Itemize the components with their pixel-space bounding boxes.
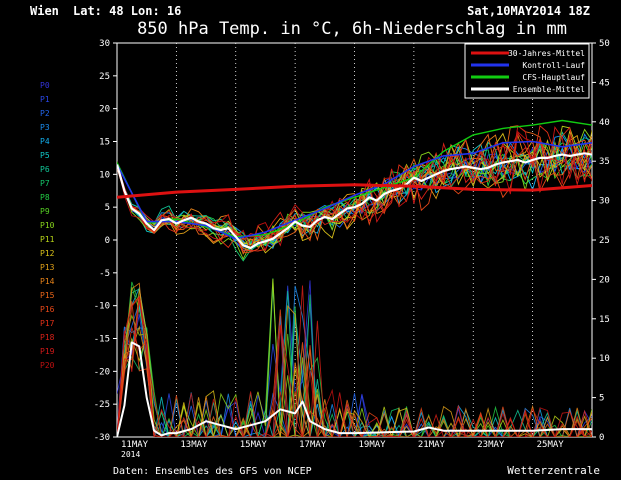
member-label: P17: [40, 319, 55, 328]
chart-footer: Daten: Ensembles des GFS von NCEP Wetter…: [113, 464, 600, 477]
member-label: P1: [40, 95, 50, 104]
chart-header: Wien Lat: 48 Lon: 16 Sat,10MAY2014 18Z 8…: [30, 4, 590, 39]
member-label: P10: [40, 221, 55, 230]
member-temp-line: [117, 130, 592, 251]
y-left-tick-label: -20: [94, 367, 110, 377]
y-left-tick-label: 30: [99, 39, 110, 49]
x-tick-label: 19MAY: [359, 440, 387, 450]
plot-lines: [117, 119, 592, 437]
y-left-tick-label: 20: [99, 105, 110, 115]
y-left-tick-label: -5: [99, 269, 110, 279]
y-right-tick-label: 0: [599, 433, 604, 443]
legend-label: 30-Jahres-Mittel: [508, 49, 585, 58]
member-label: P12: [40, 249, 55, 258]
member-temp-line: [117, 125, 592, 243]
x-tick-label: 13MAY: [180, 440, 208, 450]
member-list: P0 P1 P2 P3 P4 P5 P6 P7 P8 P9 P10 P11 P12 P13 P14 P15 P1…: [40, 81, 55, 370]
climate-mean-line: [117, 183, 592, 199]
member-label: P18: [40, 333, 55, 342]
legend-label: Ensemble-Mittel: [513, 85, 585, 94]
y-right-tick-label: 20: [599, 275, 610, 285]
y-left-tick-label: -10: [94, 302, 110, 312]
y-right-tick-label: 25: [599, 236, 610, 246]
member-temp-line: [117, 139, 592, 254]
y-right-tick-label: 5: [599, 394, 604, 404]
member-precip-line: [117, 295, 592, 437]
member-temp-line: [117, 131, 592, 250]
x-tick-label: 21MAY: [418, 440, 446, 450]
coords-label: Lat: 48 Lon: 16: [73, 4, 181, 18]
y-right-tick-label: 30: [599, 197, 610, 207]
member-temp-line: [117, 125, 592, 252]
member-label: P0: [40, 81, 50, 90]
x-year-label: 2014: [121, 450, 140, 459]
y-right-tick-label: 45: [599, 78, 610, 88]
legend-label: Kontroll-Lauf: [522, 61, 585, 70]
x-tick-label: 15MAY: [240, 440, 268, 450]
member-label: P8: [40, 193, 50, 202]
data-source-label: Daten: Ensembles des GFS von NCEP: [113, 466, 312, 477]
member-label: P7: [40, 179, 50, 188]
member-label: P11: [40, 235, 55, 244]
x-tick-label: 23MAY: [477, 440, 505, 450]
member-label: P13: [40, 263, 55, 272]
y-left-tick-label: 25: [99, 72, 110, 82]
chart-legend: 30-Jahres-Mittel Kontroll-Lauf CFS-Hauptla…: [464, 43, 590, 99]
y-right-tick-label: 40: [599, 118, 610, 128]
y-right-tick-label: 50: [599, 39, 610, 49]
y-right-tick-label: 15: [599, 315, 610, 325]
member-label: P16: [40, 305, 55, 314]
control-temp-line: [117, 140, 592, 240]
y-left-tick-label: 15: [99, 138, 110, 148]
ensemble-mean-temp-line: [117, 152, 592, 249]
x-tick-label: 11MAY: [121, 440, 149, 450]
member-precip-line: [117, 287, 592, 437]
member-precip-line: [117, 288, 592, 437]
member-precip-line: [117, 314, 592, 437]
chart-title: 850 hPa Temp. in °C, 6h-Niederschlag in …: [137, 19, 567, 39]
y-left-tick-label: -15: [94, 335, 110, 345]
member-label: P5: [40, 151, 50, 160]
legend-label: CFS-Hauptlauf: [522, 73, 585, 82]
member-label: P3: [40, 123, 50, 132]
plot-area: 11MAY 13MAY 15MAY 17MAY 19MAY 21MAY 23MAY 25MAY…: [94, 39, 610, 459]
y-left-tick-label: 10: [99, 170, 110, 180]
member-label: P4: [40, 137, 50, 146]
y-left-tick-label: -25: [94, 400, 110, 410]
brand-label: Wetterzentrale: [507, 464, 600, 477]
y-right-tick-label: 10: [599, 354, 610, 364]
member-precip-line: [117, 296, 592, 437]
y-left-tick-label: -30: [94, 433, 110, 443]
member-label: P14: [40, 277, 55, 286]
location-label: Wien: [30, 4, 59, 18]
member-precip-line: [117, 285, 592, 437]
x-tick-label: 17MAY: [299, 440, 327, 450]
member-label: P19: [40, 347, 55, 356]
y-left-tick-label: 5: [105, 203, 110, 213]
member-label: P20: [40, 361, 55, 370]
y-left-tick-label: 0: [105, 236, 110, 246]
member-label: P6: [40, 165, 50, 174]
x-tick-label: 25MAY: [537, 440, 565, 450]
member-label: P2: [40, 109, 50, 118]
member-label: P9: [40, 207, 50, 216]
ensemble-mean-precip-line: [117, 341, 592, 437]
member-label: P15: [40, 291, 55, 300]
y-right-tick-label: 35: [599, 157, 610, 167]
date-label: Sat,10MAY2014 18Z: [467, 4, 590, 18]
member-precip-line: [117, 304, 592, 437]
